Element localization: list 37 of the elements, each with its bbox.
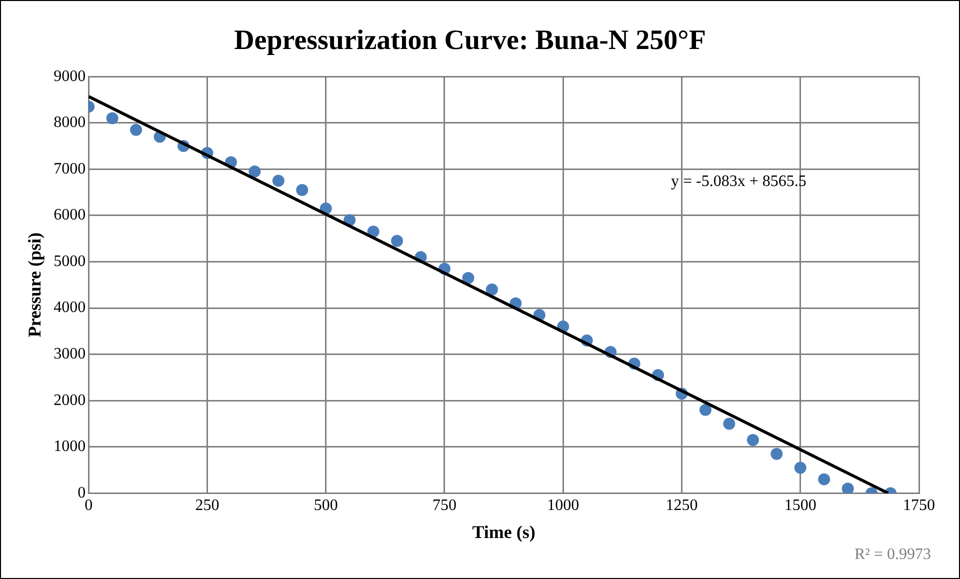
annotation: y = -5.083x + 8565.5: [671, 173, 806, 191]
y-tick-label: 8000: [54, 114, 86, 132]
point: [842, 482, 854, 494]
x-tick-label: 750: [432, 497, 456, 514]
y-tick-label: 2000: [54, 392, 86, 409]
point: [794, 462, 806, 474]
text: R² = 0.9973: [854, 546, 931, 564]
y-tick-label: 1000: [54, 438, 86, 456]
point: [296, 184, 308, 196]
x-axis-title: Time (s): [472, 522, 536, 542]
point: [770, 448, 783, 460]
point: [272, 174, 284, 187]
x-tick-label: 1250: [666, 497, 698, 514]
chart-title: Depressurization Curve: Buna-N 250°F: [234, 25, 706, 56]
point: [723, 418, 736, 430]
point: [106, 112, 118, 124]
point: [486, 284, 498, 296]
y-tick-label: 5000: [54, 252, 86, 270]
y-tick-label: 7000: [54, 160, 86, 178]
point: [462, 272, 474, 284]
point: [818, 473, 830, 486]
y-tick-label: 9000: [54, 68, 86, 85]
point: [746, 434, 759, 446]
y-axis-title: Pressure (psi): [24, 232, 44, 338]
y-tick-label: 6000: [54, 206, 86, 224]
point: [130, 124, 142, 136]
y-tick-label: 4000: [54, 299, 86, 316]
x-tick-label: 1000: [547, 497, 580, 514]
x-tick-label: 500: [314, 497, 338, 514]
y-tick-label: 3000: [54, 346, 86, 363]
point: [248, 165, 261, 178]
point: [391, 234, 404, 247]
point: [699, 404, 712, 416]
y-tick-label: 0: [78, 484, 86, 502]
x-tick-label: 250: [195, 497, 220, 514]
x-tick-label: 1750: [903, 497, 935, 514]
x-tick-label: 1500: [784, 497, 816, 514]
